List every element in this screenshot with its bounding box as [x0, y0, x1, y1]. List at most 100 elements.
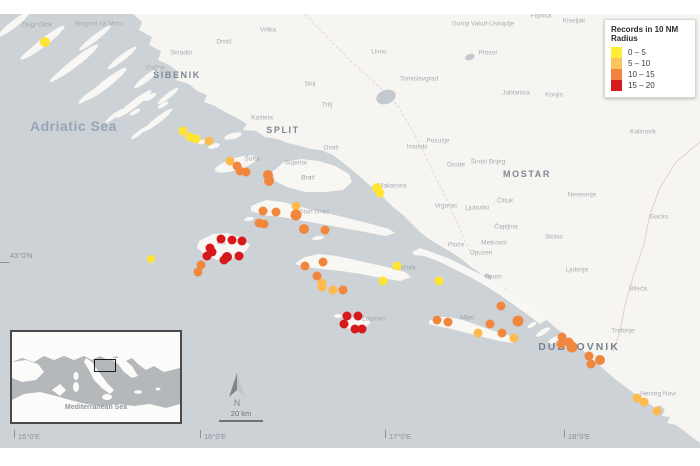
north-label: N — [233, 398, 241, 408]
mainland-shape — [133, 14, 700, 443]
record-dot — [639, 397, 649, 407]
record-dot — [339, 319, 349, 329]
legend-swatch — [611, 58, 622, 69]
record-dot — [652, 406, 662, 416]
record-dot — [264, 176, 274, 186]
legend-swatch — [611, 47, 622, 58]
record-dot — [191, 134, 201, 144]
record-dot — [263, 170, 273, 180]
inset-world-svg — [12, 332, 180, 422]
longitude-tick — [385, 430, 386, 438]
record-dot — [556, 339, 566, 349]
record-dot — [196, 260, 206, 270]
record-dot — [317, 282, 327, 292]
legend-swatch — [611, 69, 622, 80]
record-dot — [557, 332, 567, 342]
record-dot — [497, 328, 507, 338]
record-dot — [235, 166, 245, 176]
longitude-tick — [564, 430, 565, 438]
lake-small — [465, 53, 475, 61]
record-dot — [485, 319, 495, 329]
legend-swatch — [611, 80, 622, 91]
inset-extent-rectangle — [94, 359, 116, 372]
record-dot — [207, 247, 217, 257]
record-dot — [147, 255, 155, 263]
legend-items: 0 – 5 5 – 10 10 – 15 15 – 20 — [611, 47, 689, 91]
record-dot — [241, 167, 251, 177]
record-dot — [312, 271, 322, 281]
longitude-label: 16°0'E — [204, 432, 226, 441]
north-arrow-icon — [229, 373, 245, 397]
record-dot — [178, 126, 188, 136]
record-dot — [632, 393, 642, 403]
record-dot — [342, 311, 352, 321]
record-dot — [512, 315, 524, 327]
record-dot — [372, 183, 382, 193]
record-dot — [353, 311, 363, 321]
record-dot — [350, 324, 360, 334]
record-dot — [237, 236, 247, 246]
record-dot — [254, 218, 264, 228]
legend: Records in 10 NM Radius 0 – 5 5 – 10 10 – … — [604, 19, 696, 98]
record-dot — [320, 225, 330, 235]
inset-map: Mediterranean Sea — [10, 330, 182, 424]
record-dot — [434, 276, 444, 286]
record-dot — [40, 37, 50, 47]
longitude-tick — [14, 430, 15, 438]
record-dot — [193, 267, 203, 277]
record-dot — [225, 156, 235, 166]
record-dot — [318, 257, 328, 267]
record-dot — [291, 201, 301, 211]
longitude-label: 18°0'E — [568, 432, 590, 441]
record-dot — [473, 328, 483, 338]
record-dot — [378, 276, 388, 286]
record-dot — [202, 251, 212, 261]
legend-item-label: 10 – 15 — [628, 70, 655, 79]
record-dot — [185, 132, 195, 142]
record-dot — [509, 333, 519, 343]
legend-item: 15 – 20 — [611, 80, 689, 91]
border-line-2 — [612, 141, 700, 353]
record-dot — [227, 235, 237, 245]
border-line — [304, 14, 471, 253]
record-dot — [299, 224, 309, 234]
sea-label: Adriatic Sea — [30, 118, 117, 134]
record-dot — [258, 206, 268, 216]
record-dot — [204, 136, 214, 146]
record-dot — [566, 341, 578, 353]
record-dot — [375, 188, 385, 198]
inset-sea-label: Mediterranean Sea — [64, 404, 128, 411]
legend-item: 10 – 15 — [611, 69, 689, 80]
longitude-tick — [200, 430, 201, 438]
record-dot — [595, 355, 605, 365]
record-dot — [219, 255, 229, 265]
record-dot — [290, 209, 302, 221]
scalebar-line — [219, 420, 263, 422]
legend-item-label: 5 – 10 — [628, 59, 651, 68]
latitude-tick — [0, 262, 9, 263]
record-dot — [300, 261, 310, 271]
latitude-label: 43°0'N — [10, 251, 33, 260]
record-dot — [328, 285, 338, 295]
record-dot — [392, 261, 402, 271]
record-dot — [443, 317, 453, 327]
record-dot — [586, 359, 596, 369]
record-dot — [496, 301, 506, 311]
lake — [376, 89, 396, 105]
record-dot — [216, 234, 226, 244]
legend-item-label: 15 – 20 — [628, 81, 655, 90]
record-dot — [232, 161, 242, 171]
record-dot — [584, 351, 594, 361]
legend-item: 0 – 5 — [611, 47, 689, 58]
record-dot — [234, 251, 244, 261]
legend-item: 5 – 10 — [611, 58, 689, 69]
record-dot — [357, 324, 367, 334]
record-dot — [271, 207, 281, 217]
record-dot — [432, 315, 442, 325]
longitude-label: 15°0'E — [18, 432, 40, 441]
scalebar-label: 20 km — [230, 409, 252, 418]
record-dot — [338, 285, 348, 295]
legend-item-label: 0 – 5 — [628, 48, 646, 57]
longitude-label: 17°0'E — [389, 432, 411, 441]
